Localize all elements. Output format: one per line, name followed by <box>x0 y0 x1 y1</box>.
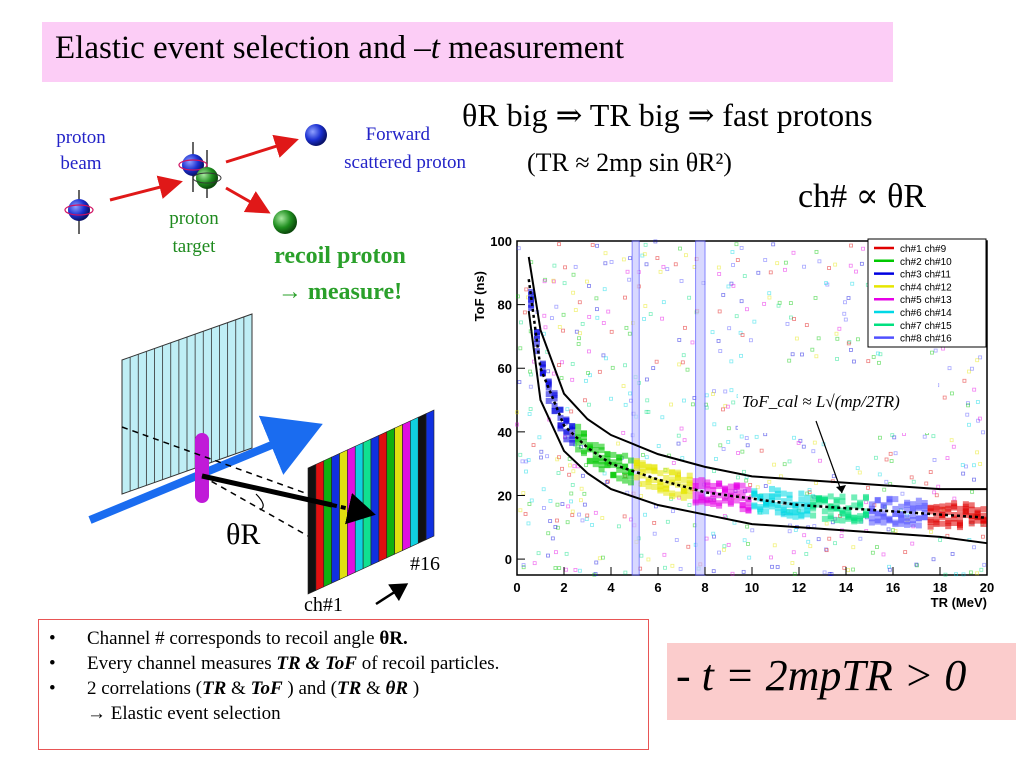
y-tick-label: 40 <box>498 425 512 440</box>
x-tick-label: 16 <box>886 580 900 595</box>
detector-strip <box>425 409 435 541</box>
detector-strip <box>339 449 348 580</box>
legend-label: ch#6 ch#14 <box>900 308 952 319</box>
x-tick-label: 18 <box>933 580 947 595</box>
legend-label: ch#2 ch#10 <box>900 257 952 268</box>
detector-strip <box>378 431 388 562</box>
ch16-label: #16 <box>410 553 440 575</box>
bullet-2: • Every channel measures TR & ToF of reco… <box>49 653 500 674</box>
y-tick-label: 60 <box>498 361 512 376</box>
legend-label: ch#1 ch#9 <box>900 244 947 255</box>
detector-strip <box>331 453 340 584</box>
x-tick-label: 2 <box>560 580 567 595</box>
forward-proton-icon <box>305 124 327 146</box>
title-banner <box>42 22 893 82</box>
proton-beam-label: proton beam <box>56 127 106 174</box>
annotation-text: ToF_cal ≈ L√(mp/2TR) <box>742 392 900 411</box>
upper-cut-curve <box>527 256 987 491</box>
x-tick-label: 12 <box>792 580 806 595</box>
legend-label: ch#3 ch#11 <box>900 270 951 281</box>
y-tick-label: 0 <box>505 552 512 567</box>
target-rod <box>195 433 209 503</box>
x-tick-label: 8 <box>701 580 708 595</box>
page-title: Elastic event selection and –t measureme… <box>55 30 625 66</box>
incoming-arrow <box>109 175 183 202</box>
detector-strip <box>417 413 427 544</box>
recoil-proton-icon <box>273 210 297 234</box>
formula-text: - t = 2mpTR > 0 <box>676 651 967 700</box>
detector-strip <box>370 434 380 566</box>
x-tick-label: 4 <box>607 580 615 595</box>
y-tick-label: 100 <box>490 234 512 249</box>
x-tick-label: 6 <box>654 580 661 595</box>
x-tick-label: 10 <box>745 580 759 595</box>
channel-band <box>631 240 640 576</box>
legend-label: ch#4 ch#12 <box>900 282 952 293</box>
detector-strip <box>323 456 332 588</box>
x-tick-label: 20 <box>980 580 994 595</box>
y-tick-label: 80 <box>498 298 512 313</box>
tof-cal-annotation: ToF_cal ≈ L√(mp/2TR) <box>738 365 938 494</box>
detector-strip <box>394 424 403 555</box>
theta-energy-relation: θR big ⇒ TR big ⇒ fast protons <box>462 97 873 133</box>
tof-cal-curve <box>527 279 988 519</box>
y-tick-label: 20 <box>498 488 512 503</box>
detector-strip <box>307 463 317 595</box>
channel-band <box>695 240 706 576</box>
legend-label: ch#8 ch#16 <box>900 334 952 345</box>
forward-arrow <box>225 134 299 164</box>
detector-strip <box>354 442 364 573</box>
y-axis-label: ToF (ns) <box>472 271 487 321</box>
proton-target-label: proton target <box>169 208 219 257</box>
detector-schematic <box>88 313 435 606</box>
detector-strip <box>410 416 419 548</box>
beam-proton-icon <box>64 190 94 234</box>
bullet-3: • 2 correlations (TR & ToF ) and (TR & θR… <box>49 678 420 699</box>
bullet-1: • Channel # corresponds to recoil angle θ… <box>49 628 408 649</box>
detector-strip <box>402 420 411 551</box>
forward-scattered-label: Forward scattered proton <box>344 124 466 173</box>
collision-icon <box>178 142 222 198</box>
legend-label: ch#5 ch#13 <box>900 295 952 306</box>
recoil-arrow <box>225 186 271 214</box>
axes: 0 2 4 6 8 10 12 14 16 18 20 0 20 40 60 80 100 <box>490 234 994 595</box>
tr-approximation: (TR ≈ 2mp sin θR²) <box>527 148 732 177</box>
x-tick-label: 14 <box>839 580 854 595</box>
tof-vs-tr-chart: 0 2 4 6 8 10 12 14 16 18 20 0 20 40 60 80 100 TR (MeV) ToF… <box>472 234 994 610</box>
recoil-proton-label: recoil proton → measure! <box>274 243 406 305</box>
legend-label: ch#7 ch#15 <box>900 321 952 332</box>
x-axis-label: TR (MeV) <box>931 595 987 610</box>
theta-r-label: θR <box>226 518 261 551</box>
channel-proportionality: ch# ∝ θR <box>798 178 927 215</box>
detector-strip <box>386 427 395 559</box>
bullet-box: • Channel # corresponds to recoil angle θ… <box>38 619 649 750</box>
lower-cut-curve <box>527 310 988 545</box>
detector-strip <box>315 460 325 591</box>
bullet-4: → Elastic event selection <box>87 703 281 724</box>
back-detector-plane <box>121 313 253 495</box>
detector-strip <box>362 438 372 570</box>
ch1-label: ch#1 <box>304 594 343 616</box>
formula-box <box>667 643 1016 720</box>
scattering-schematic <box>64 124 327 234</box>
x-tick-label: 0 <box>513 580 520 595</box>
